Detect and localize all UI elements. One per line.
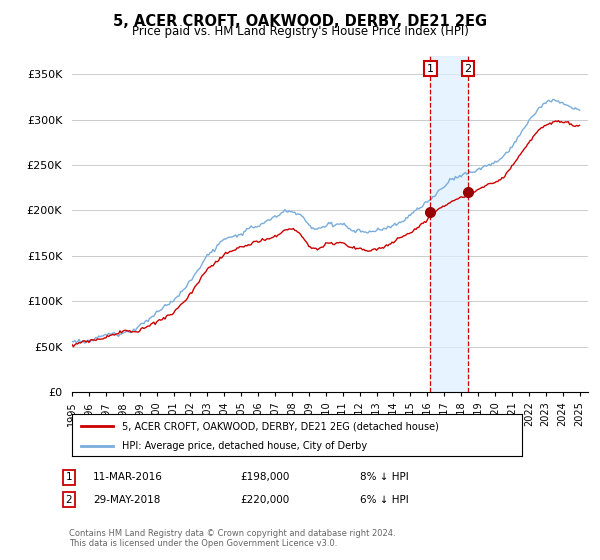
Text: Contains HM Land Registry data © Crown copyright and database right 2024.
This d: Contains HM Land Registry data © Crown c… bbox=[69, 529, 395, 548]
Text: HPI: Average price, detached house, City of Derby: HPI: Average price, detached house, City… bbox=[121, 441, 367, 451]
Text: 5, ACER CROFT, OAKWOOD, DERBY, DE21 2EG (detached house): 5, ACER CROFT, OAKWOOD, DERBY, DE21 2EG … bbox=[121, 421, 439, 431]
Text: 6% ↓ HPI: 6% ↓ HPI bbox=[360, 494, 409, 505]
Text: Price paid vs. HM Land Registry's House Price Index (HPI): Price paid vs. HM Land Registry's House … bbox=[131, 25, 469, 38]
Text: 1: 1 bbox=[65, 472, 73, 482]
Text: 2: 2 bbox=[464, 64, 472, 74]
Bar bbox=[430, 56, 468, 392]
Text: 29-MAY-2018: 29-MAY-2018 bbox=[93, 494, 160, 505]
Text: 11-MAR-2016: 11-MAR-2016 bbox=[93, 472, 163, 482]
Text: 1: 1 bbox=[427, 64, 434, 74]
Text: 8% ↓ HPI: 8% ↓ HPI bbox=[360, 472, 409, 482]
Text: 5, ACER CROFT, OAKWOOD, DERBY, DE21 2EG: 5, ACER CROFT, OAKWOOD, DERBY, DE21 2EG bbox=[113, 14, 487, 29]
Text: £220,000: £220,000 bbox=[240, 494, 289, 505]
Text: £198,000: £198,000 bbox=[240, 472, 289, 482]
Text: 2: 2 bbox=[65, 494, 73, 505]
